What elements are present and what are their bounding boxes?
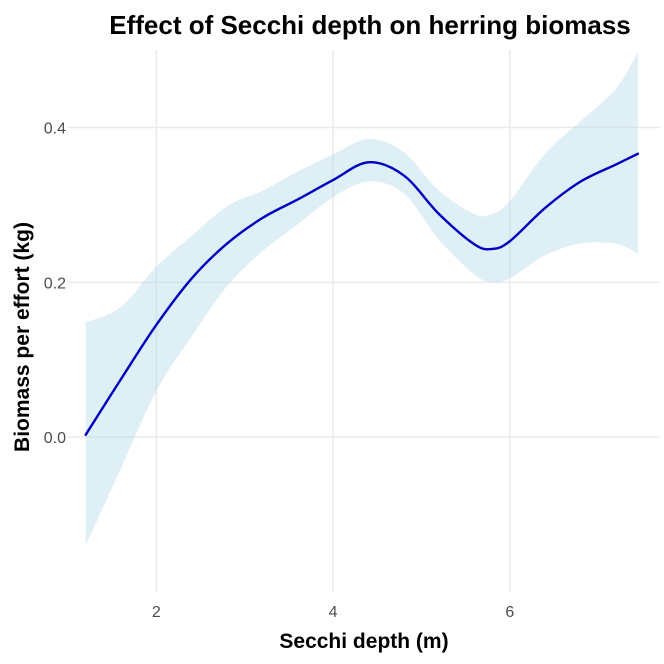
grid bbox=[68, 50, 660, 592]
chart-title: Effect of Secchi depth on herring biomas… bbox=[109, 10, 631, 40]
confidence-ribbon bbox=[85, 52, 638, 546]
y-axis-title: Biomass per effort (kg) bbox=[11, 222, 34, 452]
fit-line bbox=[84, 152, 640, 437]
x-axis-ticks: 2 4 6 bbox=[152, 604, 514, 621]
y-tick-label: 0.4 bbox=[44, 120, 66, 137]
x-tick-label: 2 bbox=[152, 604, 161, 621]
x-tick-label: 4 bbox=[329, 604, 338, 621]
y-axis-ticks: 0.0 0.2 0.4 bbox=[44, 120, 66, 447]
y-tick-label: 0.2 bbox=[44, 275, 66, 292]
x-axis-title: Secchi depth (m) bbox=[279, 630, 448, 653]
x-tick-label: 6 bbox=[505, 604, 514, 621]
y-tick-label: 0.0 bbox=[44, 430, 66, 447]
